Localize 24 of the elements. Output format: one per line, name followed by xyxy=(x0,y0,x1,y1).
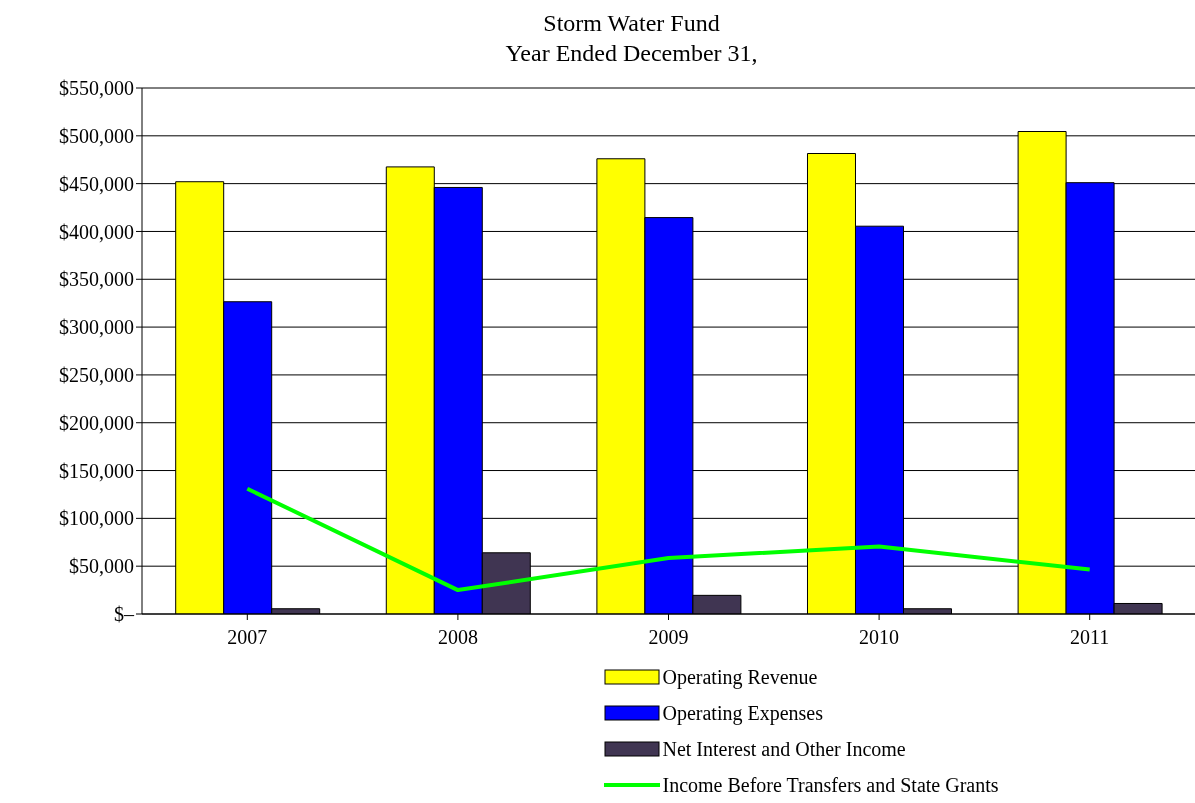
y-tick-label: $300,000 xyxy=(59,316,134,339)
x-tick-label: 2011 xyxy=(1070,626,1110,649)
y-tick-label: $50,000 xyxy=(69,555,134,578)
y-tick-label: $550,000 xyxy=(59,77,134,100)
legend-label: Operating Expenses xyxy=(662,701,823,725)
y-tick-label: $350,000 xyxy=(59,268,134,291)
x-tick-label: 2007 xyxy=(227,626,268,649)
legend-label: Net Interest and Other Income xyxy=(662,737,906,761)
y-tick-label: $450,000 xyxy=(59,172,134,195)
y-tick-label: $200,000 xyxy=(59,411,134,434)
y-tick-label: $100,000 xyxy=(59,507,134,530)
x-tick-label: 2009 xyxy=(648,626,689,649)
y-tick-label: $500,000 xyxy=(59,124,134,147)
legend-label: Income Before Transfers and State Grants xyxy=(662,773,999,797)
y-tick-label: $– xyxy=(114,603,135,626)
x-tick-label: 2008 xyxy=(437,626,478,649)
x-tick-label: 2010 xyxy=(859,626,900,649)
chart-title: Storm Water Fund xyxy=(542,9,721,38)
y-tick-label: $400,000 xyxy=(59,220,134,243)
chart-subtitle: Year Ended December 31, xyxy=(504,39,759,68)
line-series xyxy=(245,486,1092,593)
y-tick-label: $150,000 xyxy=(59,459,134,482)
legend-label: Operating Revenue xyxy=(662,665,818,689)
y-tick-label: $250,000 xyxy=(59,364,134,387)
